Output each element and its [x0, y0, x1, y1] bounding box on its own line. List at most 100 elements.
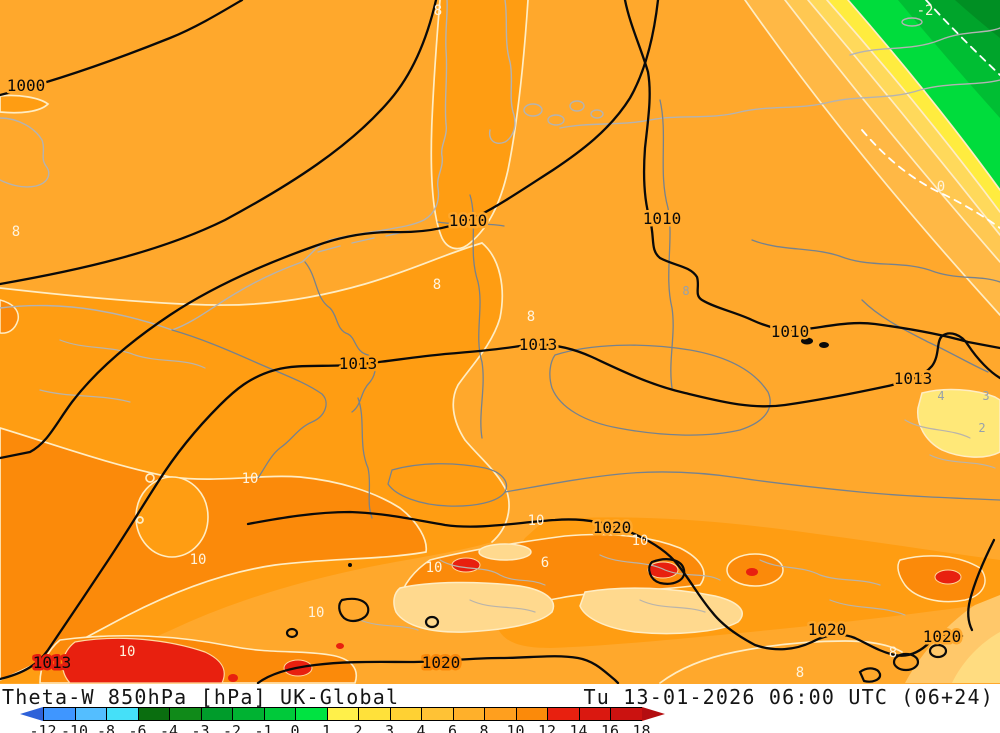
scale-tick-6: 6 [447, 722, 458, 733]
scale-tick-8: 8 [479, 722, 489, 733]
coastlines [0, 0, 1000, 403]
scale-segment-4-to-6 [421, 707, 453, 721]
isobar-label: 1010 [771, 322, 810, 341]
isobar-label: 1020 [923, 627, 962, 646]
theta-contour-label: 10 [426, 560, 443, 576]
map-title: Theta-W 850hPa [hPa] UK-Global [2, 685, 400, 709]
isobar-1010-west [0, 0, 438, 286]
scale-segment--2-to--1 [232, 707, 264, 721]
scale-tick-0: 0 [290, 722, 300, 733]
isobar-label: 1010 [643, 209, 682, 228]
theta-ring [136, 516, 144, 524]
scale-tick-4: 4 [416, 722, 426, 733]
isobar-label: 1013 [33, 653, 72, 672]
isobar-label: 1013 [894, 369, 933, 388]
isobar-label: 1020 [422, 653, 461, 672]
isobar-1020-south [256, 655, 620, 684]
scale-segment--8-to--6 [106, 707, 138, 721]
border-value-label: 2 [978, 421, 985, 435]
scale-tick-18: 18 [632, 722, 651, 733]
scale-segment--12-to--10 [43, 707, 75, 721]
isobar-label: 1010 [449, 211, 488, 230]
scale-tick--1: -1 [254, 722, 273, 733]
scale-tick-14: 14 [569, 722, 588, 733]
scale-segment-10-to-12 [515, 707, 547, 721]
scale-tick--12: -12 [29, 722, 57, 733]
isobar-label: 1013 [339, 354, 378, 373]
scale-tick--10: -10 [60, 722, 89, 733]
scale-segment--4-to--3 [169, 707, 201, 721]
alpine-terrain-lines [359, 419, 996, 631]
isobar-1010-main [0, 0, 660, 460]
theta-contour-label: 10 [632, 533, 649, 549]
isobars [0, 0, 1000, 684]
map-canvas: 1000 1010 1010 1010 1013 1013 1013 1013 1020 1020… [0, 0, 1000, 684]
scale-arrow-right [641, 707, 665, 721]
scale-segment-14-to-16 [578, 707, 610, 721]
scale-tick--4: -4 [159, 722, 179, 733]
scale-tick--6: -6 [128, 722, 147, 733]
theta-contour-minus2 [925, 0, 1000, 76]
scale-tick-3: 3 [384, 722, 395, 733]
isobar-1010-east [623, 0, 1000, 350]
country-borders [171, 99, 1000, 519]
scale-tick-2: 2 [353, 722, 363, 733]
scale-segment-0-to-1 [295, 707, 327, 721]
isobar-1020-east [967, 538, 996, 632]
scale-segment-2-to-3 [358, 707, 390, 721]
scale-segment-16-to-18 [610, 707, 642, 721]
scale-segment-3-to-4 [389, 707, 421, 721]
theta-band-12-14-red-spots [62, 557, 962, 684]
theta-contour-label: 8 [527, 309, 535, 325]
theta-ring [145, 473, 155, 483]
scale-tick-1: 1 [321, 722, 332, 733]
theta-contour-label: 10 [308, 605, 325, 621]
scale-tick-12: 12 [537, 722, 557, 733]
color-scale [20, 707, 665, 721]
theta-contour-0 [861, 129, 1000, 229]
border-value-label: 3 [982, 389, 989, 403]
scale-tick--2: -2 [222, 722, 242, 733]
scale-arrow-left [20, 707, 43, 721]
theta-contour-label: 10 [119, 644, 136, 660]
legend-bar: Theta-W 850hPa [hPa] UK-Global Tu 13-01-… [0, 684, 1000, 733]
theta-contour-label: 10 [528, 513, 545, 529]
scale-tick-16: 16 [600, 722, 620, 733]
theta-contour-label: 8 [433, 277, 441, 293]
border-value-label: 4 [937, 389, 944, 403]
scale-tick--8: -8 [96, 722, 116, 733]
theta-contour-label: 10 [242, 471, 259, 487]
theta-contour-label: 8 [796, 665, 804, 681]
theta-contour-label: 10 [190, 552, 207, 568]
theta-contour-label: 8 [12, 224, 20, 240]
northeast-color-bands [744, 0, 1000, 316]
isobar-label: 1020 [808, 620, 847, 639]
scale-segment-1-to-2 [326, 707, 358, 721]
scale-segment--3-to--2 [200, 707, 232, 721]
scale-segment-6-to-8 [452, 707, 484, 721]
scale-segment-8-to-10 [484, 707, 516, 721]
isobar-1000 [0, 0, 244, 97]
theta-contour-label: 6 [541, 555, 549, 571]
theta-contour-label: 8 [889, 645, 897, 661]
scale-segment--1-to-0 [263, 707, 295, 721]
scale-tick--3: -3 [191, 722, 210, 733]
scale-segment-12-to-14 [547, 707, 579, 721]
theta-contour-label: 8 [434, 3, 442, 19]
scale-segment--10-to--8 [74, 707, 106, 721]
theta-contour-label: -2 [917, 3, 934, 19]
isobar-1020-north [246, 510, 964, 657]
isobar-1013 [0, 332, 1000, 681]
map-valid-time: Tu 13-01-2026 06:00 UTC (06+24) [583, 685, 994, 709]
theta-contour-label: 0 [937, 179, 945, 195]
isobar-label: 1020 [593, 518, 632, 537]
isobar-label: 1013 [519, 335, 558, 354]
alps-cream-patches [393, 388, 1000, 684]
scale-tick-10: 10 [506, 722, 525, 733]
isobar-label: 1000 [7, 76, 46, 95]
border-value-label: 8 [682, 284, 689, 298]
scale-segment--6-to--4 [137, 707, 169, 721]
